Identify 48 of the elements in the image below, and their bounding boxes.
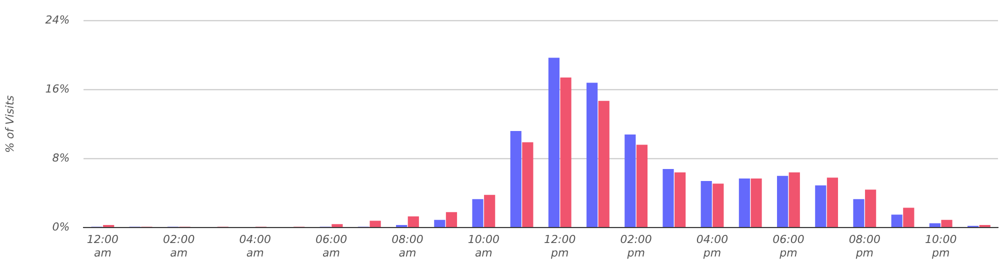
bar [777,176,788,227]
bar [941,220,952,227]
bar [662,168,674,227]
y-tick-label: 0% [52,220,70,234]
bar [586,82,598,227]
bar [434,220,446,227]
bar [560,78,572,227]
x-tick-label: 08:00 am [392,233,424,260]
x-tick-label: 12:00 am [86,233,119,260]
bar [548,58,560,227]
y-tick-label: 24% [45,13,70,26]
y-tick-label: 8% [52,151,70,164]
x-tick-label: 06:00 pm [772,233,804,260]
bar [929,223,940,227]
x-tick-label: 06:00 am [315,233,348,260]
bar [408,216,419,227]
x-tick-label: 04:00 am [239,233,271,260]
bar [332,224,343,227]
x-tick-label: 04:00 pm [696,233,728,260]
bar [891,214,902,227]
bar [472,199,484,227]
bar [510,131,522,227]
bar [700,181,712,227]
bar [903,208,914,227]
bar [865,190,876,227]
bar [522,142,534,227]
bar [750,178,762,227]
bar [815,185,826,227]
bar [598,100,610,227]
bar [826,178,838,227]
x-tick-label: 08:00 pm [848,233,881,260]
bar [674,172,686,227]
x-tick-label: 12:00 pm [544,233,576,260]
x-tick-label: 10:00 pm [925,233,957,260]
bar [624,134,636,227]
x-tick-label: 02:00 pm [620,233,652,260]
bar [446,212,458,227]
y-axis-title: % of Visits [3,95,16,153]
bar [738,178,750,227]
bar [853,199,864,227]
bar [484,194,496,227]
x-tick-label: 02:00 am [163,233,195,260]
bar [370,220,381,227]
bar [636,144,648,227]
x-tick-label: 10:00 am [468,233,500,260]
bar [712,184,724,227]
bar [788,172,800,227]
y-tick-label: 16% [45,82,70,96]
